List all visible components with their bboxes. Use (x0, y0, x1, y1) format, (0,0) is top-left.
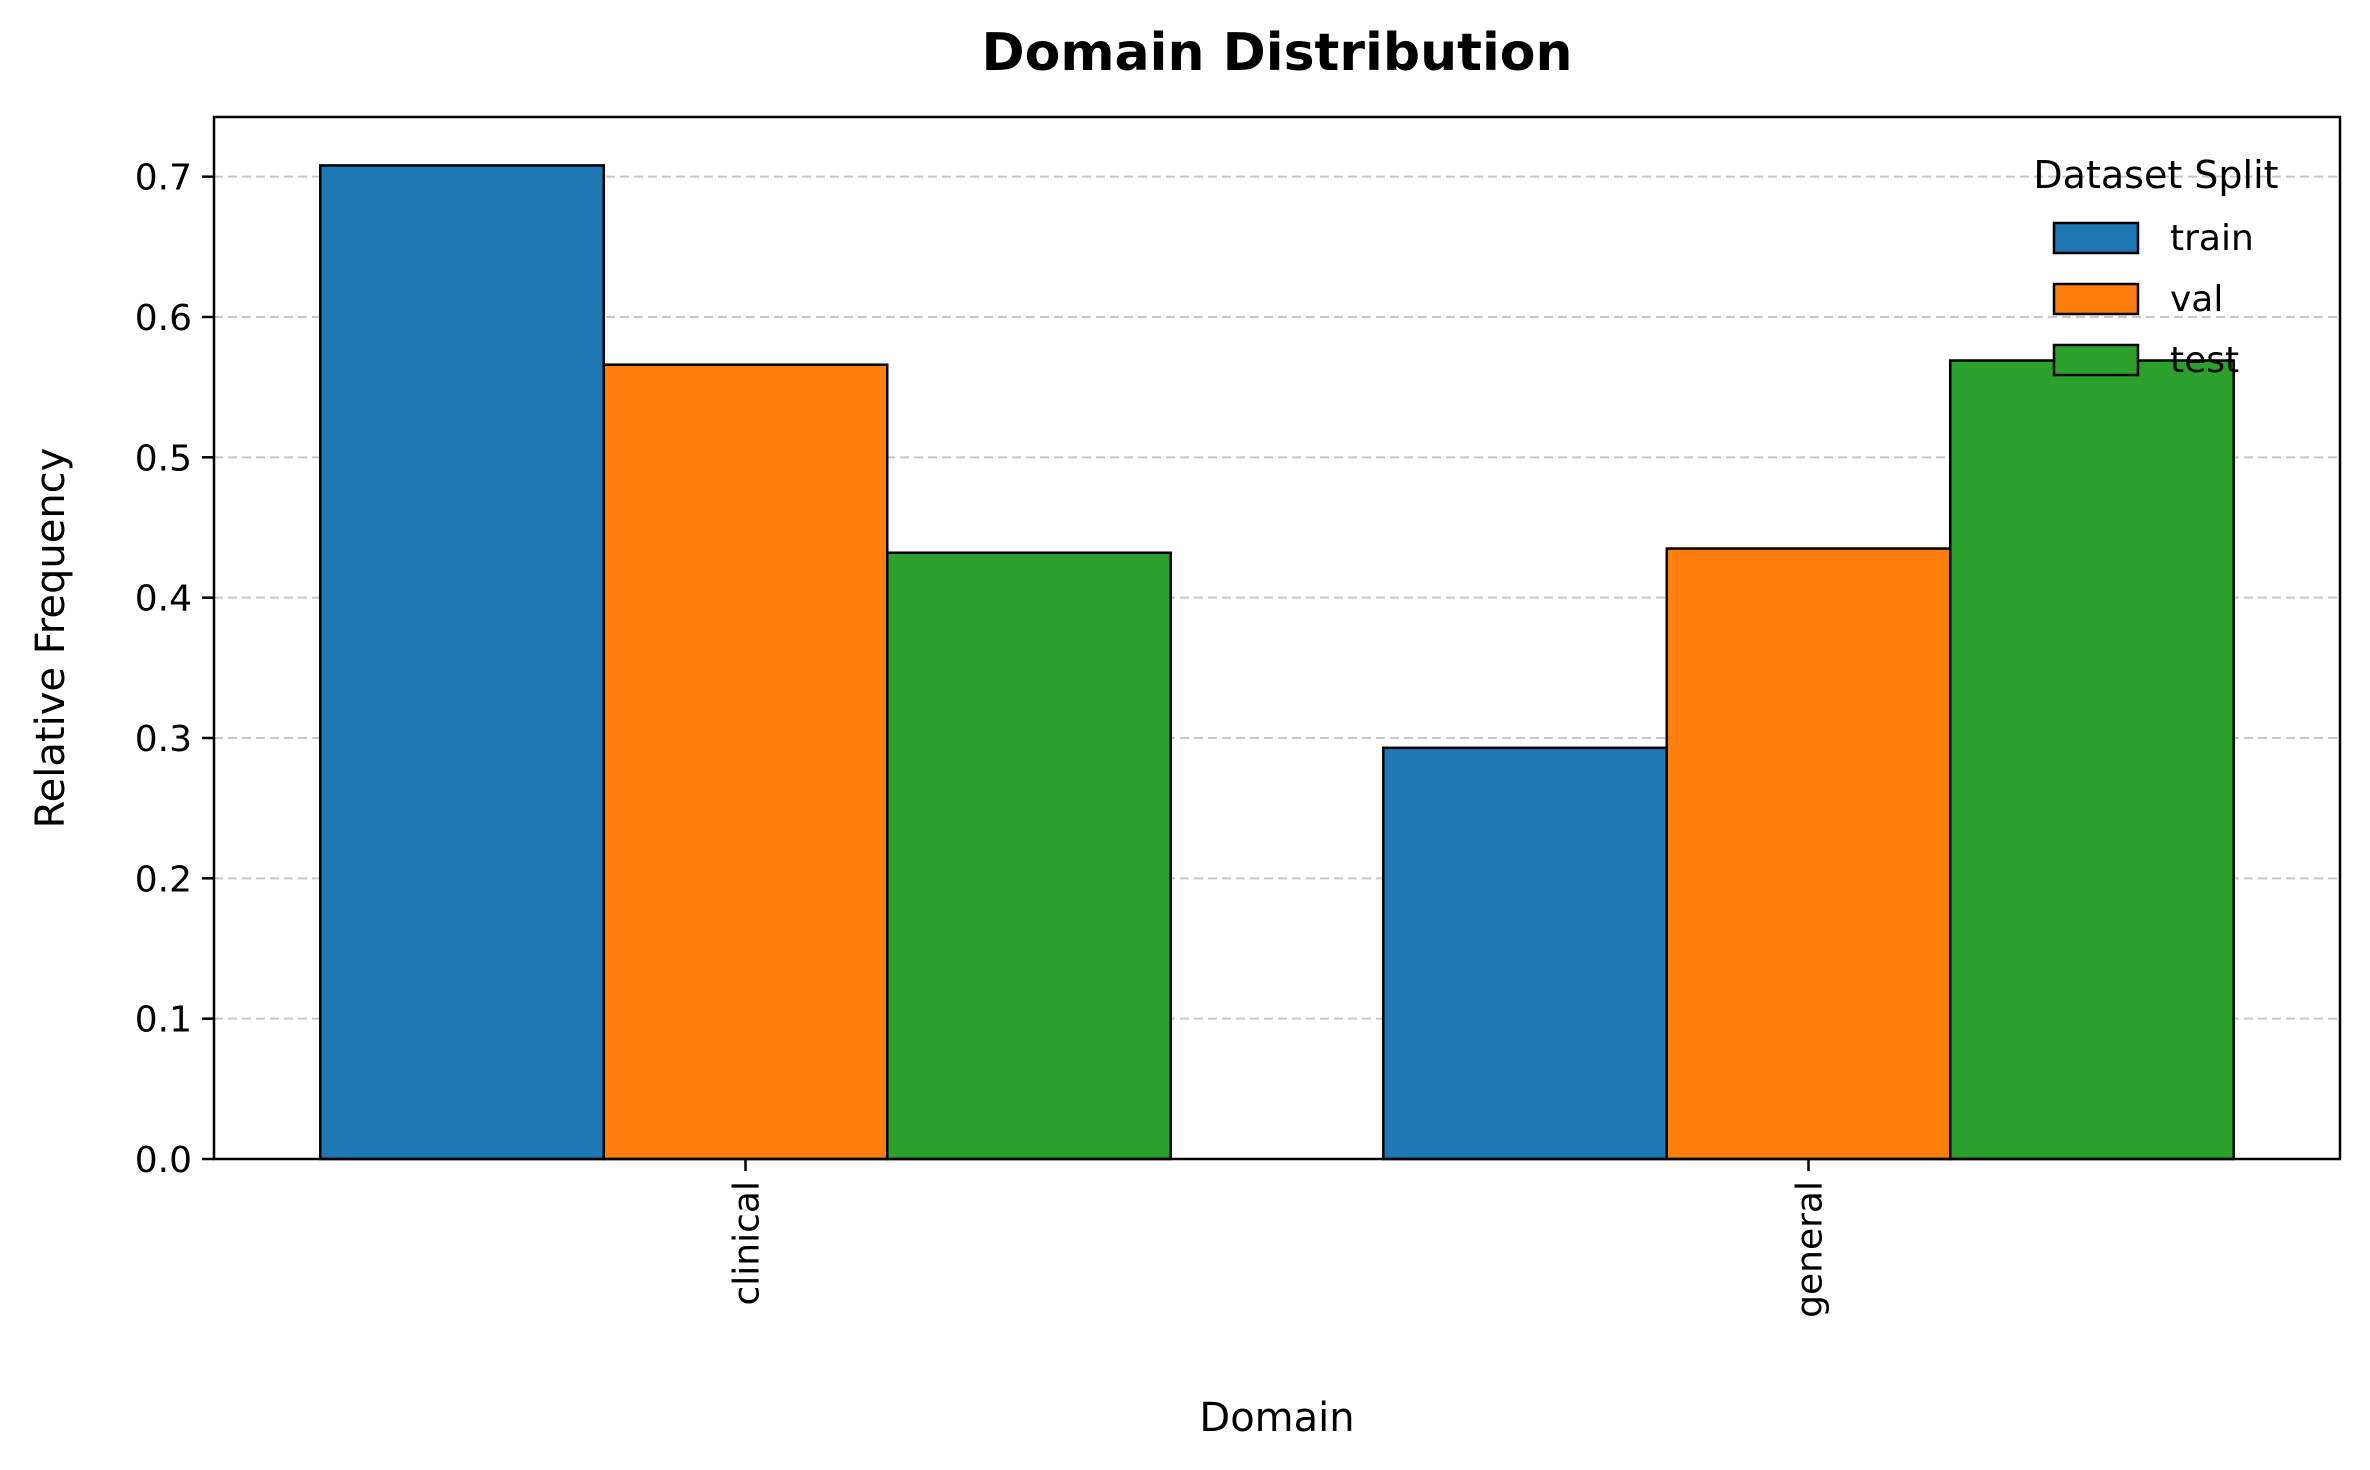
legend-title: Dataset Split (2033, 153, 2278, 197)
y-tick-label: 0.3 (135, 719, 192, 760)
bar-test-clinical (885, 551, 1172, 1161)
y-tick-label: 0.4 (135, 579, 192, 620)
x-tick-label: clinical (727, 1181, 768, 1305)
chart-title: Domain Distribution (981, 23, 1572, 83)
y-tick-label: 0.6 (135, 298, 192, 339)
legend-swatch-train (2052, 221, 2140, 255)
y-tick-label: 0.0 (135, 1140, 192, 1181)
legend-label-train: train (2170, 218, 2254, 259)
bar-test-general (1948, 359, 2235, 1161)
bar-train-clinical (319, 164, 606, 1161)
y-tick-label: 0.2 (135, 859, 192, 900)
x-tick-label: general (1790, 1181, 1831, 1318)
legend-label-test: test (2170, 340, 2239, 381)
y-tick-label: 0.1 (135, 1000, 192, 1041)
bar-train-general (1382, 746, 1669, 1161)
y-axis: 0.0 0.1 0.2 0.3 0.4 0.5 0.6 0.7 (135, 158, 214, 1181)
legend-label-val: val (2170, 279, 2223, 320)
bar-val-clinical (602, 363, 889, 1161)
y-tick-label: 0.7 (135, 158, 192, 199)
x-axis-title: Domain (1199, 1395, 1354, 1441)
bars (319, 164, 2235, 1161)
y-axis-title: Relative Frequency (28, 448, 74, 829)
bar-val-general (1665, 547, 1952, 1161)
legend-swatch-test (2052, 343, 2140, 377)
legend: Dataset Split train val test (2033, 153, 2278, 381)
x-axis: clinical general (727, 1159, 1831, 1318)
y-tick-label: 0.5 (135, 438, 192, 479)
plot-frame (212, 115, 2342, 1161)
legend-swatch-val (2052, 282, 2140, 316)
